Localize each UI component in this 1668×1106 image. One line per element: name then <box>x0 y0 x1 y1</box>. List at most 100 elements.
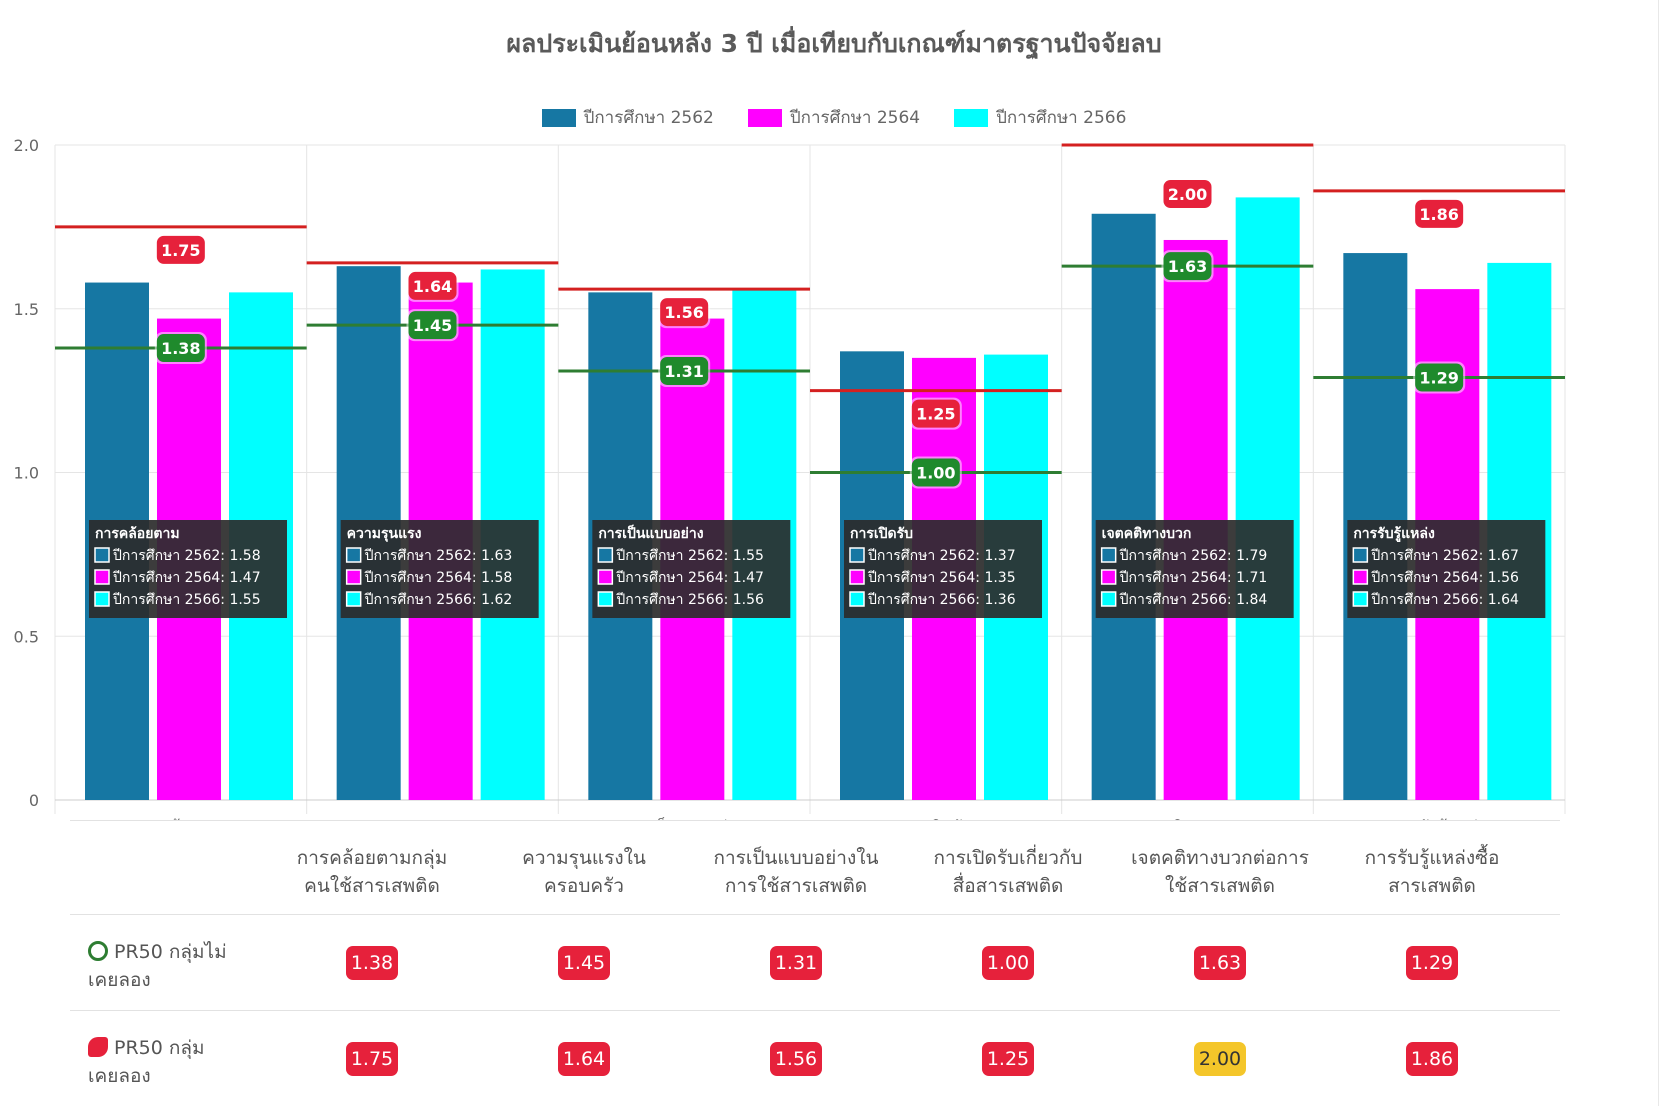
table-header-cell: การคล้อยตามกลุ่มคนใช้สารเสพติด <box>262 844 482 900</box>
tooltip-line: ปีการศึกษา 2562: 1.67 <box>1371 548 1519 564</box>
tooltip-swatch <box>94 547 110 563</box>
pr50-tried-badge <box>660 298 709 327</box>
tooltip-line: ปีการศึกษา 2564: 1.71 <box>1119 570 1267 586</box>
legend-item-2566[interactable]: ปีการศึกษา 2566 <box>954 104 1126 131</box>
bar-2566 <box>1235 197 1300 800</box>
tooltip-swatch <box>94 591 110 607</box>
table-header-line: สารเสพติด <box>1388 875 1476 897</box>
tooltip-line: ปีการศึกษา 2562: 1.79 <box>1119 548 1267 564</box>
pr50-tried-table-badge: 1.25 <box>982 1042 1034 1076</box>
pr50-never-badge <box>156 334 205 363</box>
pr50-never-value: 1.45 <box>413 316 452 335</box>
table-header-cell: เจตคติทางบวกต่อการใช้สารเสพติด <box>1110 844 1330 900</box>
row-label-never-tried: PR50 กลุ่มไม่ เคยลอง <box>88 938 258 994</box>
table-header-row: การคล้อยตามกลุ่มคนใช้สารเสพติด ความรุนแร… <box>70 820 1560 914</box>
row-label-text: PR50 กลุ่ม <box>114 1037 205 1059</box>
tooltip-line: ปีการศึกษา 2564: 1.56 <box>1371 570 1519 586</box>
table-header-line: การเปิดรับเกี่ยวกับ <box>933 847 1083 869</box>
tooltip-swatch <box>94 569 110 585</box>
y-tick-label: 0.5 <box>14 627 39 646</box>
legend-label-2562: ปีการศึกษา 2562 <box>583 108 714 128</box>
table-header-line: การคล้อยตามกลุ่ม <box>296 847 448 869</box>
pr50-never-table-badge: 1.63 <box>1194 946 1246 980</box>
tooltip-line: ปีการศึกษา 2564: 1.47 <box>616 570 764 586</box>
pr50-never-table-badge: 1.00 <box>982 946 1034 980</box>
x-tick-label: เจตคติทางบวก <box>1136 817 1239 820</box>
pr50-never-badge <box>911 458 960 487</box>
tooltip-swatch <box>849 547 865 563</box>
tooltip-line: ปีการศึกษา 2564: 1.35 <box>868 570 1016 586</box>
pr50-tried-value: 2.00 <box>1168 185 1207 204</box>
tooltip-line: ปีการศึกษา 2566: 1.56 <box>616 592 764 608</box>
criteria-table: การคล้อยตามกลุ่มคนใช้สารเสพติด ความรุนแร… <box>70 820 1560 1106</box>
tooltip-line: ปีการศึกษา 2564: 1.47 <box>113 570 261 586</box>
legend: ปีการศึกษา 2562 ปีการศึกษา 2564 ปีการศึก… <box>0 104 1668 131</box>
table-header-line: การใช้สารเสพติด <box>724 875 868 897</box>
tooltip-box <box>340 520 539 618</box>
pr50-tried-value: 1.75 <box>161 241 200 260</box>
table-header-cell: การรับรู้แหล่งซื้อ สารเสพติด <box>1322 844 1542 900</box>
bar-chart: 0 0.5 1.0 1.5 2.0 การคล้อยตาม 1.75 1.38 การคล้อย… <box>14 136 1566 820</box>
legend-label-2564: ปีการศึกษา 2564 <box>789 108 921 128</box>
tooltip-line: ปีการศึกษา 2562: 1.55 <box>616 548 764 564</box>
tooltip-line: ปีการศึกษา 2562: 1.58 <box>113 548 261 564</box>
pr50-tried-badge <box>156 235 205 264</box>
pr50-tried-badge <box>911 399 960 428</box>
legend-item-2562[interactable]: ปีการศึกษา 2562 <box>541 104 714 131</box>
table-header-cell: ความรุนแรงใน ครอบครัว <box>474 844 694 900</box>
pr50-never-table-badge: 1.45 <box>558 946 610 980</box>
row-label-text: เคยลอง <box>88 1065 151 1087</box>
tooltip-swatch <box>1100 547 1117 563</box>
x-tick-label: การเป็นแบบอย่าง <box>624 816 744 820</box>
tooltip-box <box>592 520 791 618</box>
row-label-text: PR50 กลุ่มไม่ <box>114 941 227 963</box>
tooltip-swatch <box>597 569 614 585</box>
chart-title: ผลประเมินย้อนหลัง 3 ปี เมื่อเทียบกับเกณฑ… <box>506 29 1162 58</box>
tooltip-line: ปีการศึกษา 2566: 1.36 <box>868 592 1016 608</box>
tooltip-swatch <box>597 591 614 607</box>
tooltip-line: ปีการศึกษา 2566: 1.55 <box>113 592 261 608</box>
table-header-line: เจตคติทางบวกต่อการ <box>1131 847 1309 869</box>
tooltip-title: เจตคติทางบวก <box>1102 526 1192 542</box>
x-tick-label: การคล้อยตาม <box>132 817 229 820</box>
pr50-tried-value: 1.25 <box>916 405 955 424</box>
tooltip-swatch <box>345 569 362 585</box>
legend-swatch-2562 <box>541 108 576 127</box>
pr50-tried-value: 1.56 <box>664 303 703 322</box>
pr50-never-value: 1.63 <box>1168 257 1207 276</box>
table-header-line: การเป็นแบบอย่างใน <box>713 847 879 869</box>
tooltip-line: ปีการศึกษา 2564: 1.58 <box>364 570 512 586</box>
tooltip-swatch <box>1352 591 1369 607</box>
y-tick-label: 1.5 <box>14 300 39 319</box>
pr50-tried-table-badge: 1.86 <box>1406 1042 1458 1076</box>
tooltip-swatch <box>849 591 865 607</box>
pr50-never-table-badge: 1.38 <box>346 946 398 980</box>
pr50-never-badge <box>408 311 457 340</box>
x-tick-label: การเปิดรับ <box>900 817 972 820</box>
tooltip-title: การเปิดรับ <box>850 526 913 542</box>
table-divider <box>70 914 1560 915</box>
pr50-tried-badge <box>408 271 457 300</box>
legend-swatch-2566 <box>954 108 989 127</box>
tooltip-swatch <box>1352 569 1369 585</box>
pr50-tried-value: 1.86 <box>1419 205 1458 224</box>
tooltip-swatch <box>849 569 865 585</box>
y-tick-label: 0 <box>29 791 39 810</box>
table-header-line: คนใช้สารเสพติด <box>304 875 440 897</box>
tooltip-title: การคล้อยตาม <box>95 526 180 542</box>
pr50-never-badge <box>1415 363 1464 392</box>
y-tick-label: 1.0 <box>14 464 39 483</box>
tooltip-swatch <box>345 547 362 563</box>
legend-label-2566: ปีการศึกษา 2566 <box>996 108 1127 128</box>
legend-swatch-2564 <box>747 108 782 127</box>
legend-item-2564[interactable]: ปีการศึกษา 2564 <box>747 104 921 131</box>
tooltip-box <box>1095 520 1294 618</box>
tooltip-line: ปีการศึกษา 2566: 1.62 <box>364 592 512 608</box>
tooltip-line: ปีการศึกษา 2566: 1.84 <box>1119 592 1267 608</box>
pr50-never-table-badge: 1.29 <box>1406 946 1458 980</box>
table-header-line: ใช้สารเสพติด <box>1165 875 1275 897</box>
pr50-tried-badge <box>1415 199 1464 228</box>
pr50-never-table-badge: 1.31 <box>770 946 822 980</box>
pr50-never-value: 1.29 <box>1419 369 1458 388</box>
tooltip-title: การรับรู้แหล่ง <box>1353 526 1435 542</box>
